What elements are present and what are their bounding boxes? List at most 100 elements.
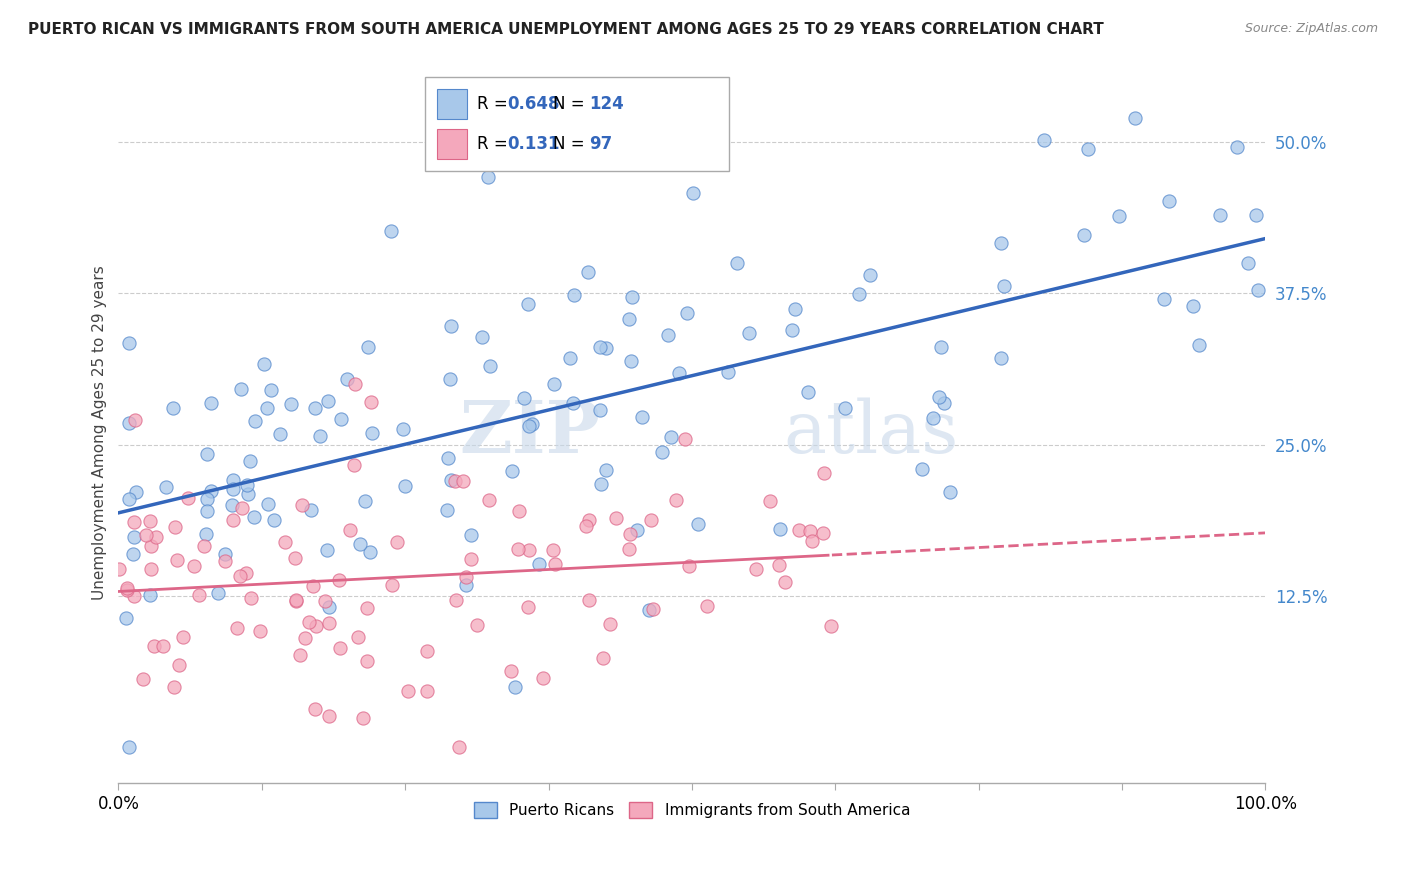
Point <box>773 575 796 590</box>
Point <box>177 491 200 506</box>
Point <box>499 664 522 678</box>
Point <box>782 323 804 337</box>
Point <box>696 599 718 614</box>
Point <box>145 530 167 544</box>
Point <box>356 601 378 615</box>
Point <box>626 523 648 537</box>
Point <box>118 336 141 351</box>
Text: 0.648: 0.648 <box>508 95 560 113</box>
Point <box>558 351 581 365</box>
Point <box>1209 208 1232 222</box>
Point <box>344 377 367 392</box>
Point <box>222 474 245 488</box>
Point <box>298 615 321 629</box>
Point <box>163 520 186 534</box>
Point <box>380 224 402 238</box>
Point <box>200 395 222 409</box>
Point <box>513 391 536 405</box>
Text: 0.131: 0.131 <box>508 135 560 153</box>
Point <box>304 702 326 716</box>
Point <box>465 618 488 632</box>
Point <box>394 479 416 493</box>
Point <box>522 417 544 432</box>
Point <box>314 594 336 608</box>
Point <box>242 509 264 524</box>
Point <box>352 711 374 725</box>
Point <box>517 542 540 557</box>
Point <box>357 340 380 354</box>
Point <box>443 474 465 488</box>
Point <box>1244 208 1267 222</box>
Point <box>460 528 482 542</box>
Point <box>787 523 810 537</box>
Point <box>316 393 339 408</box>
Point <box>561 395 583 409</box>
Point <box>993 278 1015 293</box>
Point <box>231 382 253 396</box>
Point <box>643 602 665 616</box>
Point <box>929 340 952 354</box>
Point <box>630 409 652 424</box>
Point <box>243 414 266 428</box>
Point <box>620 354 643 368</box>
Point <box>166 552 188 566</box>
Point <box>118 416 141 430</box>
Point <box>187 588 209 602</box>
Point <box>114 611 136 625</box>
Point <box>578 513 600 527</box>
Point <box>226 622 249 636</box>
Point <box>135 528 157 542</box>
Point <box>678 558 700 573</box>
Point <box>440 319 463 334</box>
Legend: Puerto Ricans, Immigrants from South America: Puerto Ricans, Immigrants from South Ame… <box>468 797 917 824</box>
Point <box>811 526 834 541</box>
Point <box>349 537 371 551</box>
Point <box>256 401 278 415</box>
Point <box>305 619 328 633</box>
Text: R =: R = <box>477 95 513 113</box>
Point <box>799 524 821 538</box>
Point <box>605 511 627 525</box>
Point <box>595 463 617 477</box>
Text: N =: N = <box>554 95 591 113</box>
Point <box>214 547 236 561</box>
Point <box>578 265 600 279</box>
Point <box>859 268 882 282</box>
Point <box>343 458 366 472</box>
Point <box>195 447 218 461</box>
Point <box>460 552 482 566</box>
Point <box>141 562 163 576</box>
Point <box>294 632 316 646</box>
Point <box>356 654 378 668</box>
Text: N =: N = <box>554 135 591 153</box>
Point <box>599 617 621 632</box>
Point <box>328 573 350 587</box>
Point <box>284 551 307 566</box>
Point <box>939 485 962 500</box>
Point <box>1247 283 1270 297</box>
Point <box>657 327 679 342</box>
Point <box>595 341 617 355</box>
Point <box>686 517 709 532</box>
Point <box>659 430 682 444</box>
Point <box>725 256 748 270</box>
Point <box>330 412 353 426</box>
Point <box>339 523 361 537</box>
Point <box>118 739 141 754</box>
Point <box>194 526 217 541</box>
Point <box>142 639 165 653</box>
Point <box>207 585 229 599</box>
Point <box>172 630 194 644</box>
Point <box>508 504 530 518</box>
Point <box>318 615 340 630</box>
Point <box>308 429 330 443</box>
Point <box>501 464 523 478</box>
Point <box>222 483 245 497</box>
Point <box>195 492 218 507</box>
Text: ZIP: ZIP <box>460 397 600 468</box>
Point <box>921 411 943 425</box>
Point <box>574 518 596 533</box>
Point <box>768 558 790 572</box>
Point <box>990 235 1012 250</box>
Point <box>396 683 419 698</box>
